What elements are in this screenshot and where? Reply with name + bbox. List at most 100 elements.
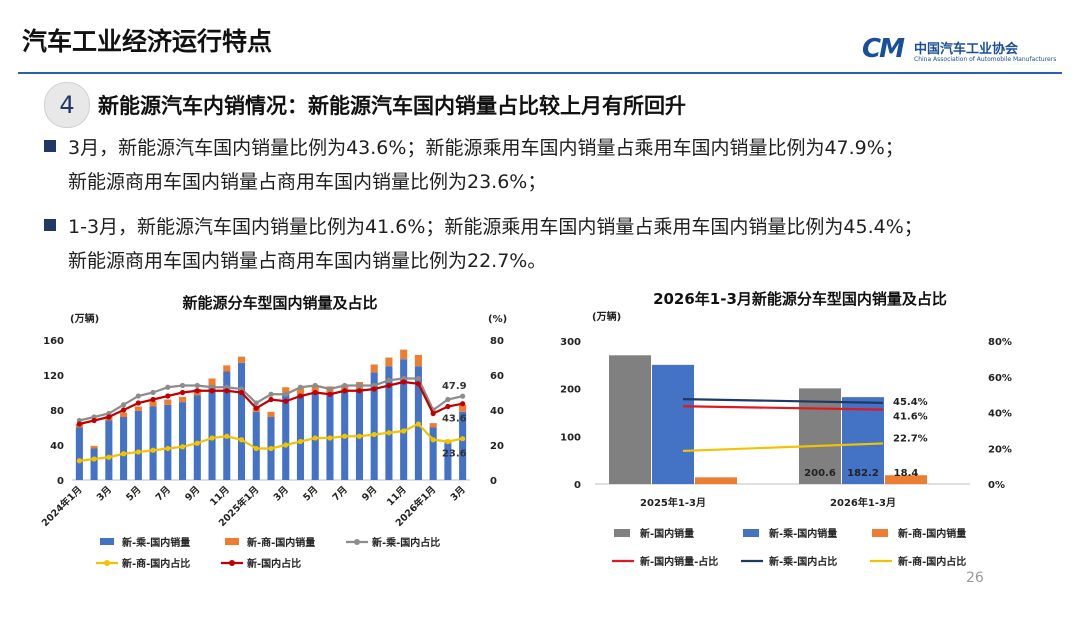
bar-passenger	[179, 402, 187, 480]
x-tick-label: 7月	[331, 484, 350, 503]
bar-commercial	[267, 411, 275, 417]
y-left-tick-label: 300	[560, 337, 581, 348]
legend-label: 新-商-国内占比	[122, 557, 190, 570]
line-point	[106, 414, 112, 420]
line-point	[356, 433, 363, 439]
y-left-tick-label: 0	[574, 480, 581, 491]
title-divider	[18, 72, 1062, 74]
bar-commercial	[179, 396, 187, 403]
bar-1	[652, 364, 694, 484]
bar-commercial	[90, 445, 98, 449]
x-tick-label: 3月	[449, 484, 468, 503]
bar-passenger	[193, 395, 201, 480]
line-point	[194, 440, 200, 446]
y-left-unit: (万辆)	[70, 312, 99, 325]
line-point	[327, 391, 333, 397]
monthly-nev-sales-chart: 新能源分车型国内销量及占比 (万辆) (%) 0 40 80 120 160 0 20 40 6…	[39, 294, 507, 570]
bullet-square-icon	[44, 140, 56, 152]
y-left-tick-label: 200	[560, 385, 581, 396]
y-right-tick-label: 20%	[988, 444, 1012, 455]
bar-passenger	[164, 404, 172, 480]
line-point	[135, 400, 141, 406]
page-number: 26	[966, 570, 984, 586]
line-point	[283, 398, 289, 404]
y-right-unit: (%)	[488, 314, 507, 325]
legend-swatch	[872, 529, 888, 537]
line-point	[120, 402, 127, 408]
y-right-tick-label: 40	[490, 406, 504, 417]
legend-label: 新-国内销量	[640, 527, 694, 540]
bar-data-label: 200.6	[804, 468, 836, 479]
bar-passenger	[105, 420, 113, 480]
line-point	[253, 445, 259, 452]
legend-label: 新-商-国内占比	[898, 555, 966, 568]
line-point	[371, 386, 377, 392]
line-point	[194, 388, 200, 394]
bar-commercial	[237, 356, 246, 363]
line-point	[445, 438, 451, 445]
line-point	[165, 393, 171, 399]
line-point	[386, 382, 392, 389]
line-point	[297, 438, 304, 445]
bullet-line: 新能源商用车国内销量占商用车国内销量比例为23.6%；	[68, 171, 547, 193]
line-point	[253, 405, 259, 411]
bar-0	[609, 355, 651, 484]
bar-commercial	[134, 406, 142, 411]
line-point	[460, 436, 466, 442]
line-point	[356, 382, 363, 389]
line-point	[401, 428, 407, 434]
line-point	[342, 433, 348, 439]
bar-commercial	[400, 349, 408, 360]
y-left-tick-label: 0	[57, 476, 64, 487]
x-tick-label: 11月	[385, 484, 409, 508]
bar-commercial	[341, 384, 349, 392]
line-point	[445, 396, 451, 403]
legend-marker	[229, 560, 235, 566]
y-right-tick-label: 0	[490, 476, 497, 487]
bar-commercial	[120, 412, 128, 417]
line-point	[283, 442, 289, 448]
bar-commercial	[414, 354, 422, 367]
line-point	[430, 437, 436, 443]
bullet-march: 3月，新能源汽车国内销量比例为43.6%；新能源乘用车国内销量占乘用车国内销量比…	[44, 131, 1044, 199]
legend-label: 新-国内销量-占比	[640, 555, 718, 568]
line-point	[445, 403, 451, 410]
chart-title: 新能源分车型国内销量及占比	[182, 294, 377, 312]
line-point	[327, 435, 333, 441]
line-point	[356, 388, 363, 394]
line-point	[150, 396, 156, 403]
line-point	[312, 435, 318, 441]
bar-commercial	[164, 399, 172, 405]
x-tick-label: 5月	[301, 484, 320, 503]
line-point	[342, 382, 348, 389]
line-point	[224, 433, 230, 439]
data-label: 23.6	[442, 449, 467, 460]
bar-commercial	[223, 365, 231, 372]
bar-passenger	[370, 372, 378, 480]
bar-commercial	[208, 378, 216, 386]
bar-commercial	[149, 401, 157, 407]
bar-passenger	[208, 385, 216, 480]
line-point	[401, 379, 407, 385]
line-point	[209, 388, 215, 394]
line-point	[415, 375, 422, 382]
bar-commercial	[282, 387, 290, 395]
line-point	[76, 458, 82, 464]
line-point	[91, 417, 97, 424]
line-point	[327, 386, 333, 392]
line-point	[238, 389, 245, 396]
x-tick-label: 9月	[183, 484, 202, 503]
y-right-tick-label: 40%	[988, 409, 1012, 420]
line-point	[194, 382, 200, 389]
data-label: 47.9	[442, 381, 467, 392]
line-point	[371, 431, 377, 438]
y-right-tick-label: 0%	[988, 480, 1005, 491]
line-point	[268, 391, 274, 397]
bar-commercial	[370, 364, 378, 373]
bar-0	[799, 388, 841, 484]
caam-logo: CM 中国汽车工业协会 China Association of Automob…	[862, 34, 1062, 74]
bar-data-label: 18.4	[894, 468, 919, 479]
legend-label: 新-乘-国内销量	[769, 527, 837, 540]
line-point	[342, 388, 348, 394]
line-point	[283, 391, 289, 397]
